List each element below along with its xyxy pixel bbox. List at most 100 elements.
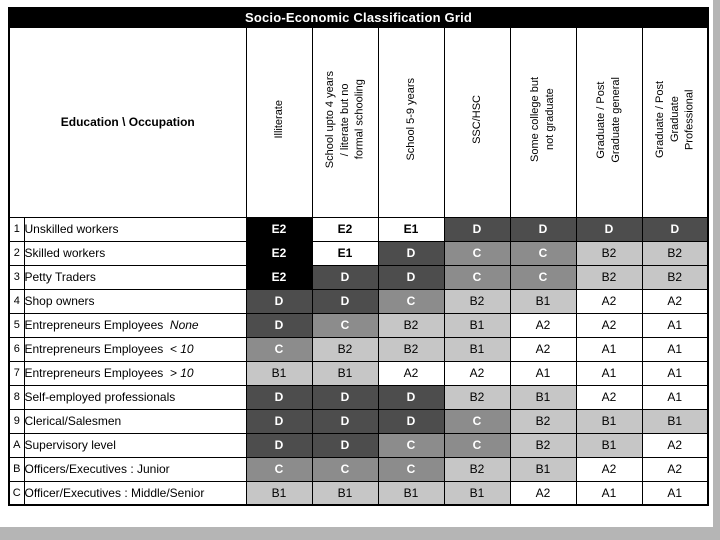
- grid-cell: D: [311, 288, 379, 314]
- grid-cell: E2: [245, 216, 313, 242]
- table-row-3: 3 Petty Traders E2 D D C C B2 B2: [8, 264, 709, 290]
- column-header-7: Graduate / Post Graduate Professional: [641, 26, 709, 218]
- row-label: Entrepreneurs Employees None: [23, 312, 247, 338]
- grid-cell: D: [377, 384, 445, 410]
- row-number: 9: [8, 408, 25, 434]
- row-label: Petty Traders: [23, 264, 247, 290]
- column-header-1: Illiterate: [245, 26, 313, 218]
- grid-cell: B1: [245, 480, 313, 506]
- grid-cell: B1: [443, 480, 511, 506]
- grid-cell: A2: [509, 312, 577, 338]
- grid-cell: B2: [641, 240, 709, 266]
- grid-cell: A2: [509, 480, 577, 506]
- row-number: A: [8, 432, 25, 458]
- grid-cell: B1: [509, 384, 577, 410]
- row-label: Shop owners: [23, 288, 247, 314]
- grid-cell: B1: [443, 312, 511, 338]
- column-header-label: School 5-9 years: [404, 78, 417, 161]
- grid-cell: A1: [509, 360, 577, 386]
- grid-cell: D: [245, 384, 313, 410]
- row-number: 3: [8, 264, 25, 290]
- grid-body: 1 Unskilled workers E2 E2 E1 D D D D 2 Skilled wor…: [8, 216, 709, 506]
- grid-cell: B2: [575, 240, 643, 266]
- grid-cell: A2: [575, 384, 643, 410]
- grid-cell: A1: [641, 384, 709, 410]
- grid-cell: D: [377, 240, 445, 266]
- grid-cell: D: [443, 216, 511, 242]
- table-row-4: 4 Shop owners D D C B2 B1 A2 A2: [8, 288, 709, 314]
- grid-cell: A2: [575, 456, 643, 482]
- grid-cell: B2: [509, 432, 577, 458]
- grid-cell: E2: [245, 264, 313, 290]
- row-label: Skilled workers: [23, 240, 247, 266]
- grid-cell: A1: [575, 336, 643, 362]
- grid-cell: C: [443, 240, 511, 266]
- grid-cell: B1: [245, 360, 313, 386]
- grid-cell: D: [245, 432, 313, 458]
- grid-cell: B2: [575, 264, 643, 290]
- grid-cell: C: [245, 456, 313, 482]
- row-label: Supervisory level: [23, 432, 247, 458]
- grid-cell: C: [311, 456, 379, 482]
- table-row-7: 7 Entrepreneurs Employees > 10 B1 B1 A2 A2 A1 A…: [8, 360, 709, 386]
- column-header-6: Graduate / Post Graduate general: [575, 26, 643, 218]
- grid-cell: A1: [641, 312, 709, 338]
- grid-cell: B1: [311, 480, 379, 506]
- grid-cell: A2: [641, 456, 709, 482]
- row-label-qualifier: > 10: [169, 366, 194, 380]
- grid-cell: A1: [641, 336, 709, 362]
- row-label-qualifier: < 10: [169, 342, 194, 356]
- grid-cell: B2: [443, 384, 511, 410]
- grid-cell: C: [377, 432, 445, 458]
- grid-cell: A1: [641, 480, 709, 506]
- row-number: 6: [8, 336, 25, 362]
- row-number: B: [8, 456, 25, 482]
- grid-cell: D: [245, 408, 313, 434]
- grid-cell: D: [245, 288, 313, 314]
- grid-cell: D: [509, 216, 577, 242]
- row-number: 1: [8, 216, 25, 242]
- corner-header: Education \ Occupation: [8, 26, 247, 218]
- row-label: Officers/Executives : Junior: [23, 456, 247, 482]
- table-row-2: 2 Skilled workers E2 E1 D C C B2 B2: [8, 240, 709, 266]
- grid-cell: B2: [311, 336, 379, 362]
- grid-cell: B1: [509, 288, 577, 314]
- table-row-8: 8 Self-employed professionals D D D B2 B1 A2 A1: [8, 384, 709, 410]
- row-label-qualifier: None: [169, 318, 199, 332]
- table-row-9: 9 Clerical/Salesmen D D D C B2 B1 B1: [8, 408, 709, 434]
- column-header-5: Some college but not graduate: [509, 26, 577, 218]
- grid-cell: B1: [311, 360, 379, 386]
- grid-cell: A2: [509, 336, 577, 362]
- grid-cell: A2: [575, 288, 643, 314]
- row-number: 4: [8, 288, 25, 314]
- table-row-5: 5 Entrepreneurs Employees None D C B2 B1 A2 A2 A…: [8, 312, 709, 338]
- grid-cell: D: [377, 264, 445, 290]
- grid-cell: A2: [575, 312, 643, 338]
- row-number: 2: [8, 240, 25, 266]
- grid-cell: A1: [575, 480, 643, 506]
- row-label: Entrepreneurs Employees < 10: [23, 336, 247, 362]
- column-header-label: SSC/HSC: [470, 95, 483, 144]
- grid-cell: D: [641, 216, 709, 242]
- column-header-4: SSC/HSC: [443, 26, 511, 218]
- document-sheet: Socio-Economic Classification Grid Educa…: [0, 0, 713, 527]
- row-number: 5: [8, 312, 25, 338]
- title-row: Socio-Economic Classification Grid: [8, 7, 709, 28]
- column-header-3: School 5-9 years: [377, 26, 445, 218]
- page-title: Socio-Economic Classification Grid: [8, 7, 709, 28]
- column-header-label: Some college but not graduate: [529, 77, 556, 162]
- grid-cell: D: [575, 216, 643, 242]
- grid-cell: C: [509, 264, 577, 290]
- table-row-1: 1 Unskilled workers E2 E2 E1 D D D D: [8, 216, 709, 242]
- grid-cell: C: [443, 408, 511, 434]
- grid-cell: E1: [377, 216, 445, 242]
- column-header-label: Graduate / Post Graduate general: [595, 76, 622, 163]
- grid-cell: C: [245, 336, 313, 362]
- row-label: Entrepreneurs Employees > 10: [23, 360, 247, 386]
- grid-cell: E2: [311, 216, 379, 242]
- header-row: Education \ Occupation Illiterate School …: [8, 26, 709, 218]
- grid-cell: A2: [641, 288, 709, 314]
- row-label: Clerical/Salesmen: [23, 408, 247, 434]
- grid-cell: D: [377, 408, 445, 434]
